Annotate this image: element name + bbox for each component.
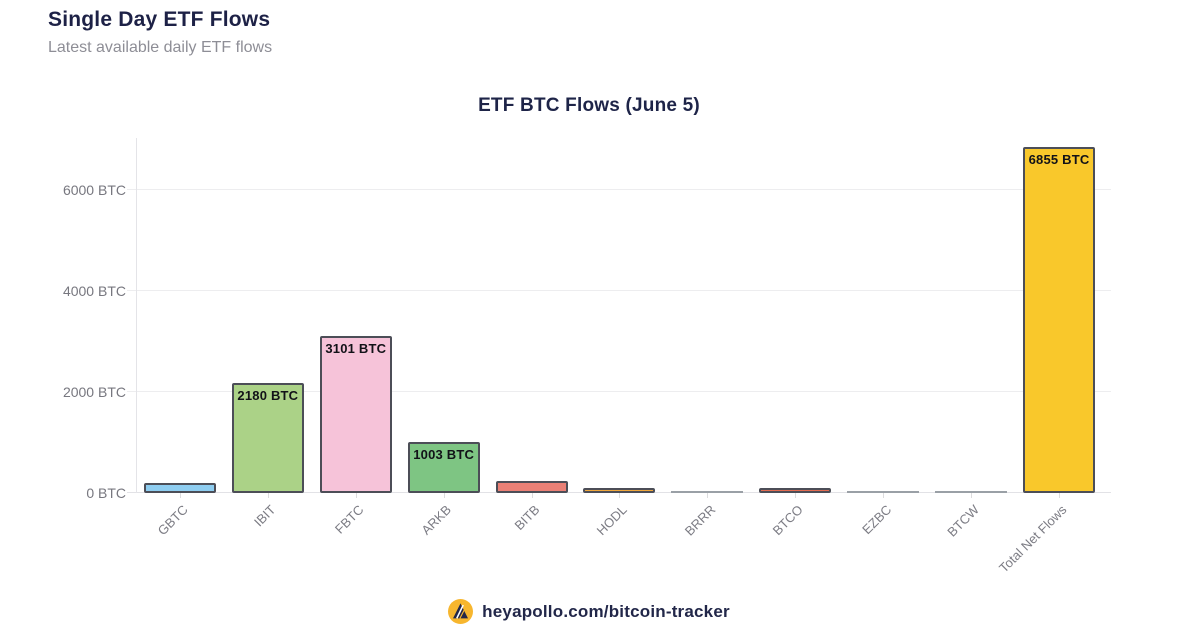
x-axis-label: Total Net Flows	[996, 502, 1070, 576]
x-axis-tick	[355, 493, 357, 498]
page-title: Single Day ETF Flows	[48, 8, 271, 31]
x-axis-label: EZBC	[858, 502, 894, 538]
bar-slot-gbtc: GBTC	[136, 138, 224, 538]
x-axis-tick	[883, 493, 885, 498]
x-axis-label: IBIT	[250, 502, 279, 530]
y-axis-tick-label: 2000 BTC	[62, 384, 126, 400]
bar-value-label: 3101 BTC	[325, 341, 387, 356]
bar-ezbc	[847, 491, 920, 493]
x-axis-label: BRRR	[681, 502, 718, 539]
bar-slot-total-net-flows: 6855 BTC Total Net Flows	[996, 138, 1103, 575]
page-subtitle: Latest available daily ETF flows	[48, 39, 273, 56]
x-axis-label: ARKB	[418, 502, 455, 538]
footer-url-link[interactable]: heyapollo.com/bitcoin-tracker	[482, 601, 730, 621]
bar-bitb	[495, 481, 568, 493]
bar-slot-hodl: HODL	[576, 138, 664, 538]
bar-arkb: 1003 BTC	[407, 442, 480, 493]
bar-fbtc: 3101 BTC	[319, 336, 392, 493]
bar-slot-bitb: BITB	[488, 138, 576, 533]
footer: heyapollo.com/bitcoin-tracker	[0, 599, 1178, 624]
bar-value-label: 1003 BTC	[413, 447, 475, 462]
x-axis-tick	[1059, 493, 1061, 498]
x-axis-label: HODL	[593, 502, 631, 539]
y-axis-line	[136, 138, 137, 493]
y-axis-tick-label: 6000 BTC	[62, 182, 126, 198]
gridline	[127, 189, 1111, 190]
x-axis-label: FBTC	[331, 502, 367, 537]
bar-value-label: 2180 BTC	[237, 388, 299, 403]
x-axis-tick	[619, 493, 621, 498]
bar-btco	[759, 488, 832, 493]
bar-slot-btcw: BTCW	[927, 138, 1015, 540]
bar-slot-btco: BTCO	[751, 138, 839, 538]
bar-slot-ezbc: EZBC	[839, 138, 927, 537]
bar-hodl	[583, 488, 656, 493]
gridline	[127, 290, 1111, 291]
bar-slot-arkb: 1003 BTC ARKB	[400, 138, 488, 538]
apollo-logo-icon	[448, 599, 474, 624]
x-axis-tick	[267, 493, 269, 498]
x-axis-tick	[971, 493, 973, 498]
y-axis-tick-label: 0 BTC	[86, 485, 126, 501]
bar-btcw	[935, 491, 1008, 493]
gridline	[127, 391, 1111, 392]
x-axis-tick	[443, 493, 445, 498]
bar-slot-fbtc: 3101 BTC FBTC	[312, 138, 400, 537]
bar-brrr	[671, 491, 744, 493]
bar-gbtc	[143, 483, 216, 493]
chart-title: ETF BTC Flows (June 5)	[478, 95, 700, 116]
bar-value-label: 6855 BTC	[1028, 152, 1090, 167]
x-axis-label: BITB	[511, 502, 543, 534]
bar-slot-ibit: 2180 BTC IBIT	[224, 138, 312, 529]
y-axis-tick-label: 4000 BTC	[62, 283, 126, 299]
x-axis-label: GBTC	[154, 502, 191, 539]
x-axis-label: BTCO	[769, 502, 806, 539]
x-axis-tick	[707, 493, 709, 498]
header: Single Day ETF Flows Latest available da…	[48, 8, 272, 57]
bar-total-net-flows: 6855 BTC	[1023, 147, 1096, 493]
bar-slot-brrr: BRRR	[663, 138, 751, 539]
x-axis-tick	[531, 493, 533, 498]
x-axis-tick	[795, 493, 797, 498]
x-axis-tick	[179, 493, 181, 498]
plot-area: 0 BTC 2000 BTC 4000 BTC 6000 BTC GBTC 2180 B…	[63, 138, 1111, 575]
bars-row: GBTC 2180 BTC IBIT 3101 BTC FBTC 1003 BTC ARKB…	[136, 138, 1103, 575]
x-axis-label: BTCW	[944, 502, 982, 540]
bar-ibit: 2180 BTC	[231, 383, 304, 493]
